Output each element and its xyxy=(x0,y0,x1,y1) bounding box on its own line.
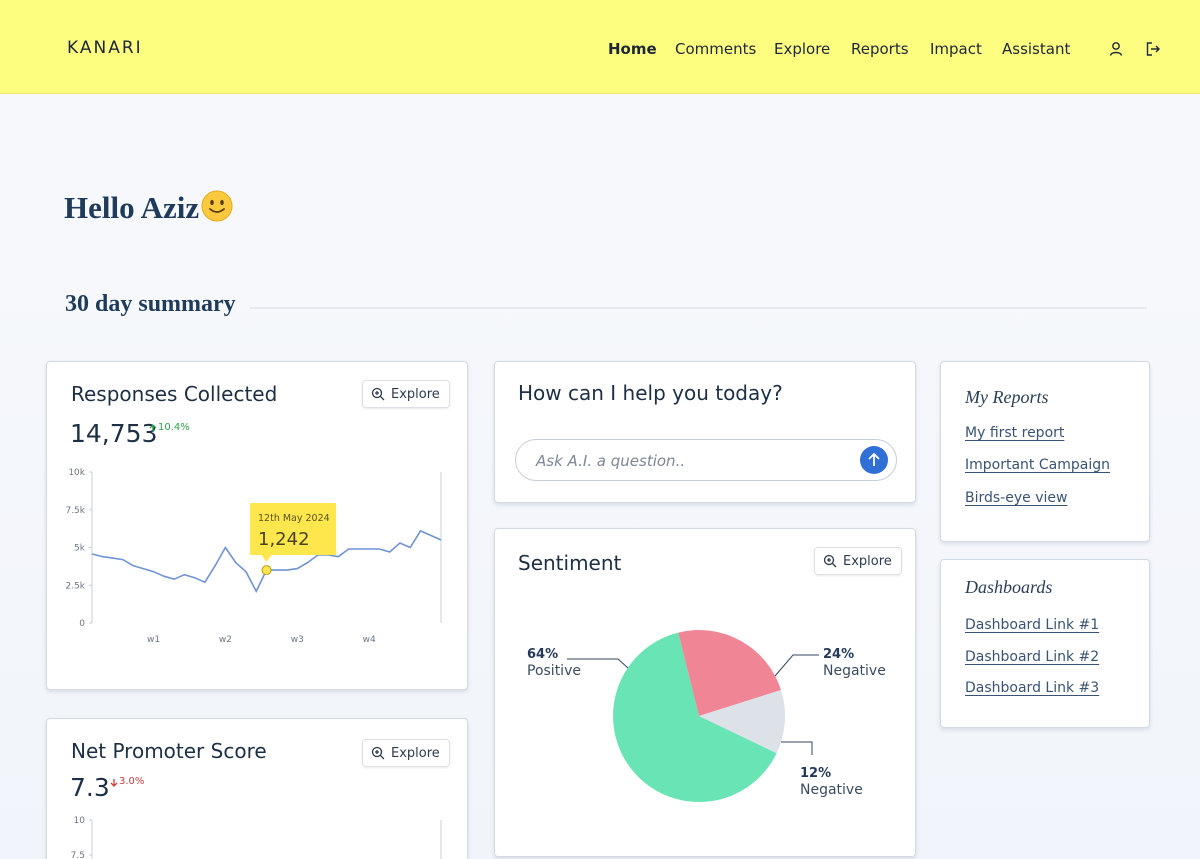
responses-card: Responses Collected Explore 14,753 10.4% xyxy=(46,361,468,690)
dashboard-link[interactable]: Dashboard Link #1 xyxy=(965,617,1100,633)
nav-link[interactable]: Assistant xyxy=(1002,40,1071,58)
top-bar: KANARI Home Comments Explore Reports Imp… xyxy=(0,0,1200,94)
card-title: Responses Collected xyxy=(71,382,278,406)
explore-button[interactable]: Explore xyxy=(362,380,450,408)
side-title: My Reports xyxy=(965,387,1049,407)
up-arrow xyxy=(149,424,157,432)
zoom-icon xyxy=(823,554,837,568)
send-icon xyxy=(868,452,880,466)
zoom-icon xyxy=(371,387,385,401)
reports-card: My Reports My first report Important Cam… xyxy=(940,361,1150,542)
nav-link[interactable]: Reports xyxy=(851,40,909,58)
dashboard-link[interactable]: Dashboard Link #2 xyxy=(965,649,1100,665)
report-link[interactable]: Important Campaign xyxy=(965,457,1110,473)
card-title: Sentiment xyxy=(518,551,622,575)
nav-link[interactable]: Comments xyxy=(675,40,757,58)
score: 7.3 xyxy=(70,773,110,802)
user-icon[interactable] xyxy=(1108,41,1124,57)
section-rule xyxy=(250,307,1147,309)
explore-button[interactable]: Explore xyxy=(814,547,902,575)
dashboards-card: Dashboards Dashboard Link #1 Dashboard L… xyxy=(940,559,1150,728)
explore-label: Explore xyxy=(843,554,892,569)
logo[interactable]: KANARI xyxy=(67,38,143,58)
input-placeholder: Ask A.I. a question.. xyxy=(536,452,686,470)
report-link[interactable]: My first report xyxy=(965,425,1065,441)
card-title: Net Promoter Score xyxy=(71,739,267,763)
greeting: Hello Aziz xyxy=(64,190,200,225)
smiley-emoji xyxy=(201,190,233,222)
nav-link[interactable]: Impact xyxy=(930,40,982,58)
explore-label: Explore xyxy=(391,387,440,402)
nav-link[interactable]: Home xyxy=(608,40,657,58)
send-button[interactable] xyxy=(860,446,888,474)
explore-button[interactable]: Explore xyxy=(362,739,450,767)
nav-link[interactable]: Explore xyxy=(774,40,831,58)
section-title: 30 day summary xyxy=(65,291,236,317)
logout-icon[interactable] xyxy=(1145,41,1161,57)
card-title: How can I help you today? xyxy=(518,381,783,405)
zoom-icon xyxy=(371,746,385,760)
assistant-card: How can I help you today? Ask A.I. a que… xyxy=(494,361,916,503)
change: 3.0% xyxy=(119,776,145,787)
explore-label: Explore xyxy=(391,746,440,761)
side-title: Dashboards xyxy=(965,577,1053,597)
total: 14,753 xyxy=(70,419,158,448)
nps-card: Net Promoter Score Explore 7.3 3.0% xyxy=(46,718,468,859)
dashboard-link[interactable]: Dashboard Link #3 xyxy=(965,680,1100,696)
sentiment-card: Sentiment Explore xyxy=(494,528,916,857)
question-input[interactable]: Ask A.I. a question.. xyxy=(515,439,897,481)
down-arrow xyxy=(110,779,118,787)
change: 10.4% xyxy=(158,422,190,433)
report-link[interactable]: Birds-eye view xyxy=(965,490,1068,506)
